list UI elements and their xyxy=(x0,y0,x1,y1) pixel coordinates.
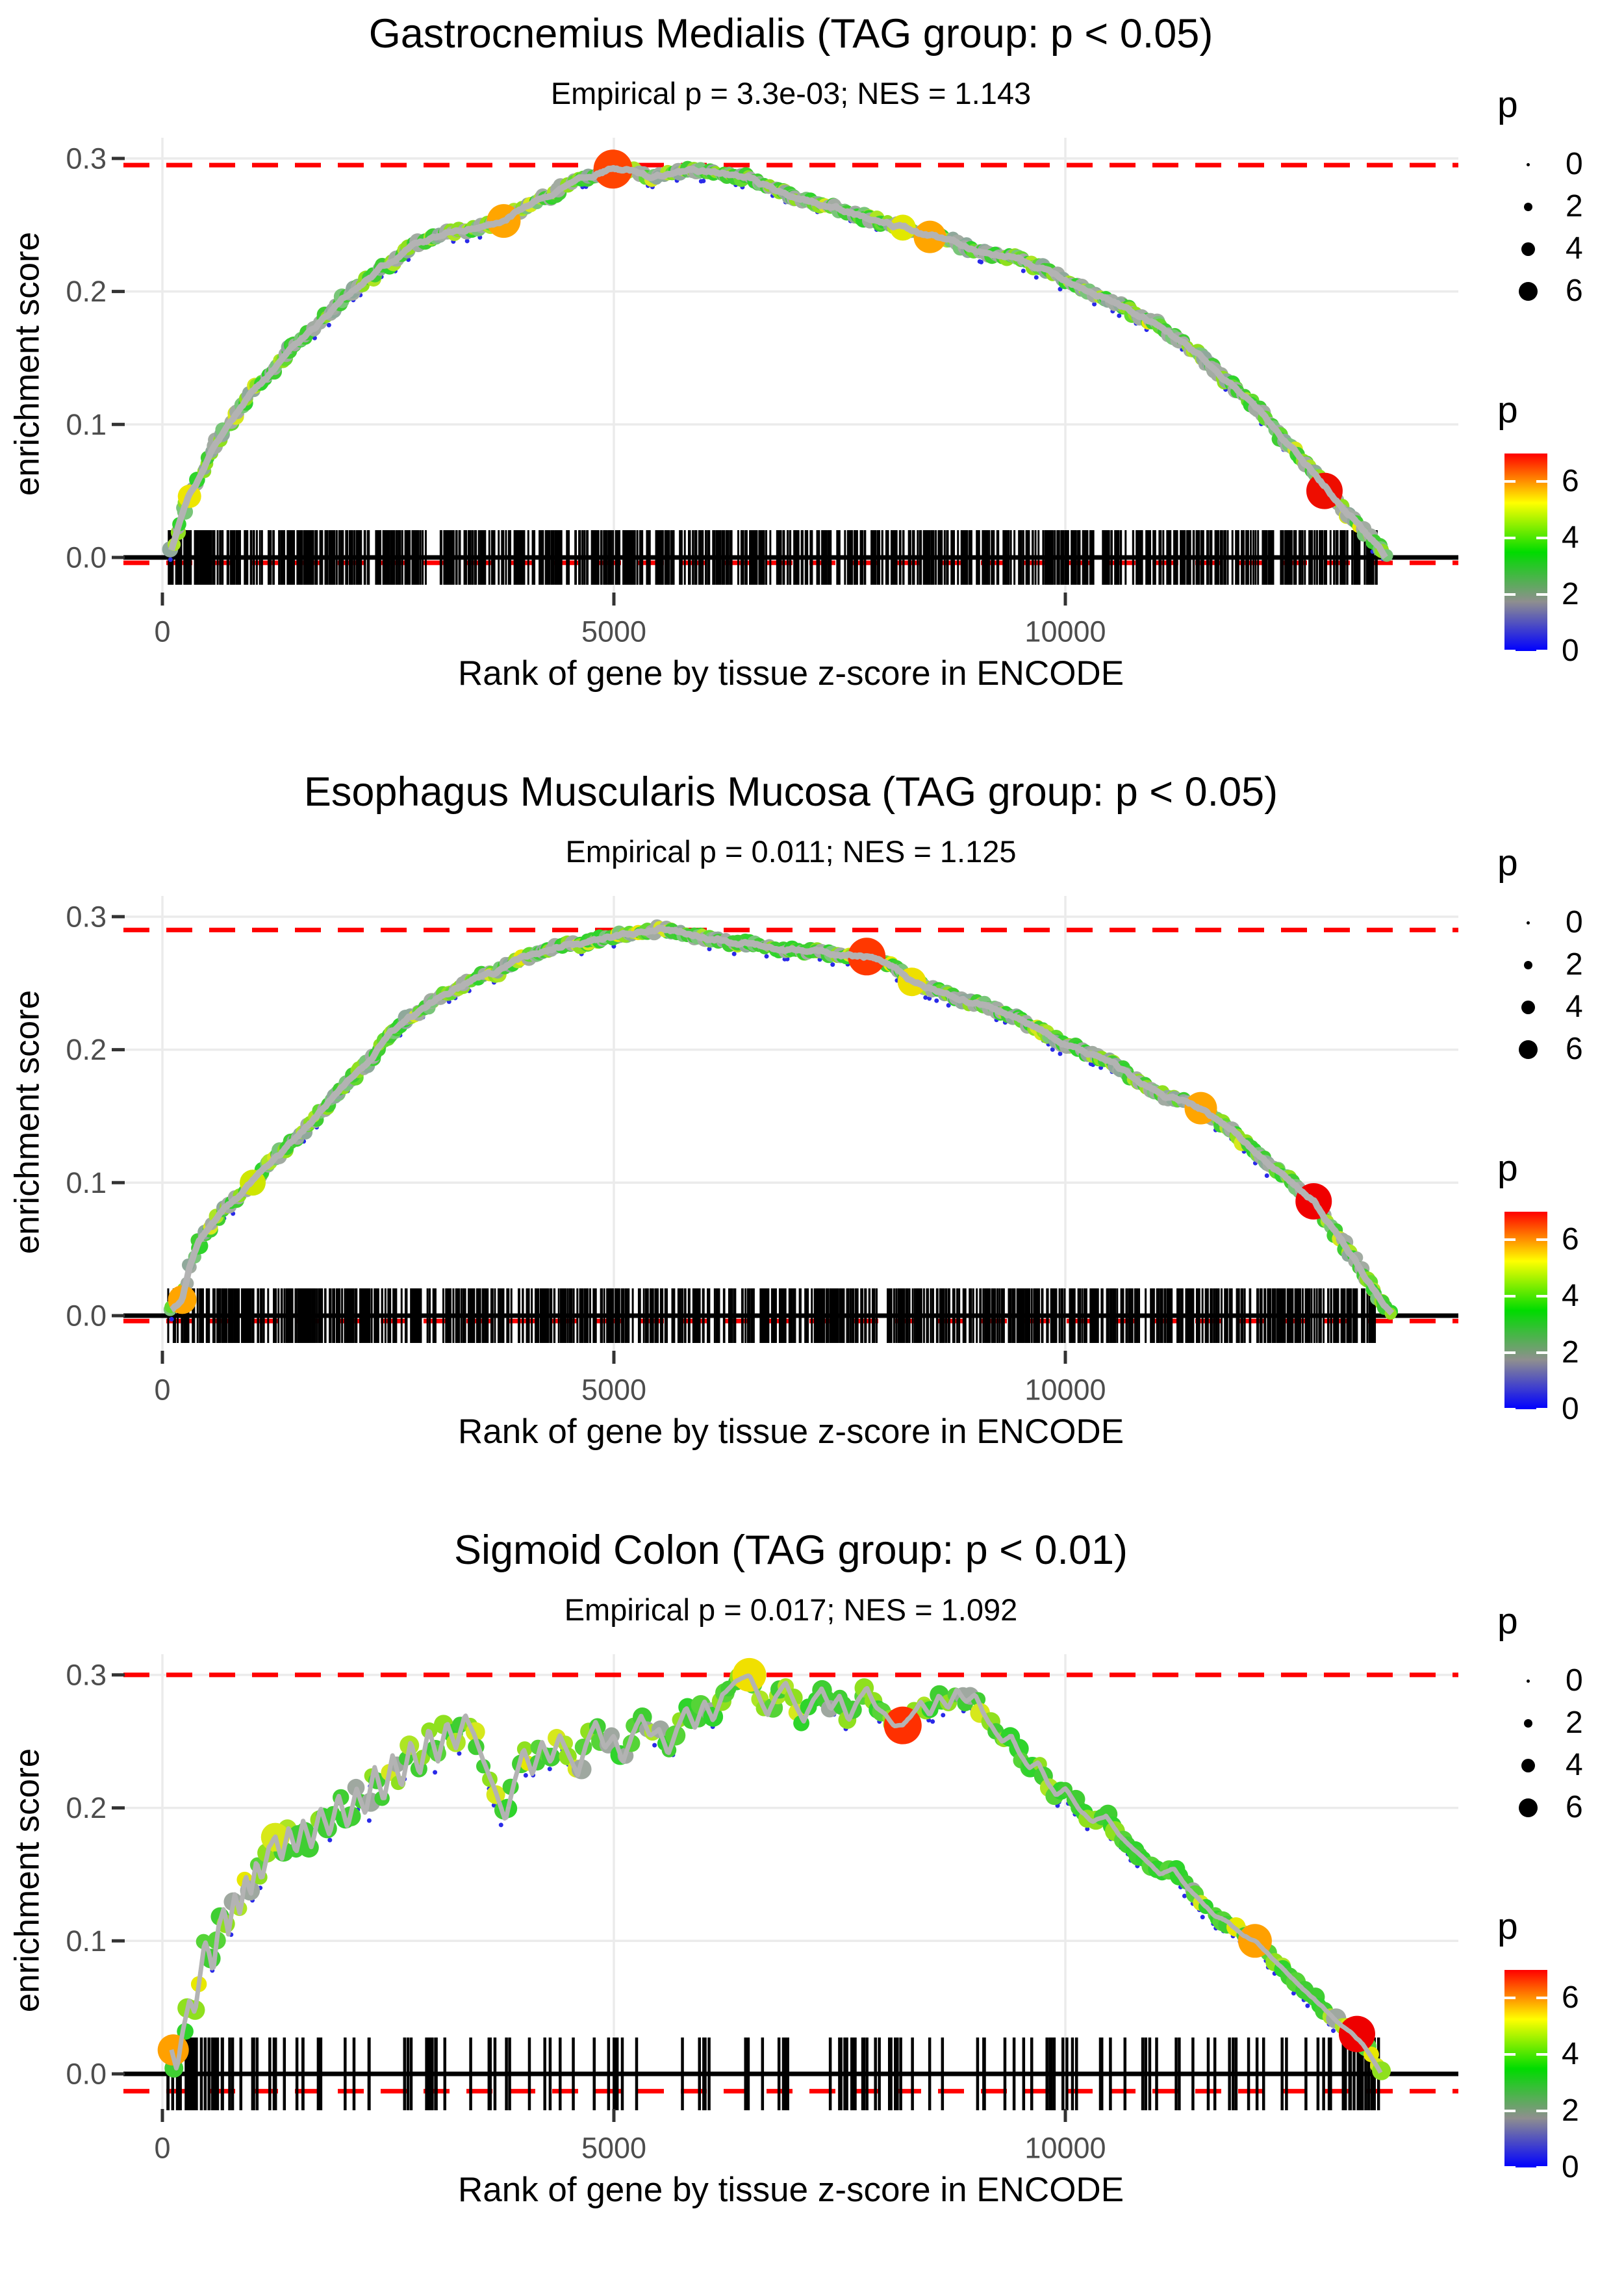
x-tick-label: 0 xyxy=(154,615,170,648)
significance-dashed-lines xyxy=(123,1672,1458,2094)
y-tick-label: 0.1 xyxy=(66,408,107,441)
chart-panel: 0.0 0.1 0.2 0.3 0 5000 10000 xyxy=(66,1654,1458,2165)
x-tick-label: 5000 xyxy=(581,615,646,648)
plot-subtitle: Empirical p = 0.017; NES = 1.092 xyxy=(564,1592,1018,1627)
significance-dashed-lines xyxy=(123,927,1458,1323)
low-p-blue-points xyxy=(169,944,1359,1322)
chart-panel: 0.0 0.1 0.2 0.3 0 5000 10000 xyxy=(66,138,1458,648)
y-axis-title: enrichment score xyxy=(8,990,47,1255)
plot-esophagus-muscularis-mucosa: 0.0 0.1 0.2 0.3 0 5000 10000 Esophagus Muscula… xyxy=(0,758,1624,1516)
enrichment-curve xyxy=(169,1673,1383,2074)
y-tick-label: 0.1 xyxy=(66,1924,107,1958)
y-axis-title: enrichment score xyxy=(8,231,47,496)
enrichment-curve xyxy=(168,165,1388,559)
gridlines xyxy=(123,896,1458,1351)
y-tick-label: 0.3 xyxy=(66,142,107,175)
plot-gastrocnemius-medialis: 0.0 0.1 0.2 0.3 0 5000 10000 Gastrocnemius Med… xyxy=(0,0,1624,758)
y-tick-label: 0.2 xyxy=(66,275,107,308)
axes: 0.0 0.1 0.2 0.3 0 5000 10000 xyxy=(66,142,1106,648)
plot-subtitle: Empirical p = 0.011; NES = 1.125 xyxy=(565,834,1017,869)
x-axis-title: Rank of gene by tissue z-score in ENCODE xyxy=(457,1412,1124,1451)
plot-sigmoid-colon: 0.0 0.1 0.2 0.3 0 5000 10000 Sigmoid Colon (TA… xyxy=(0,1516,1624,2274)
y-tick-label: 0.0 xyxy=(66,1299,107,1333)
x-tick-label: 5000 xyxy=(581,1373,646,1407)
x-tick-label: 10000 xyxy=(1024,615,1106,648)
gene-rug xyxy=(167,1288,1377,1343)
plot-subtitle: Empirical p = 3.3e-03; NES = 1.143 xyxy=(550,76,1032,110)
chart-panel: 0.0 0.1 0.2 0.3 0 5000 10000 xyxy=(66,896,1458,1407)
highlight-gene-dots xyxy=(157,1657,1375,2066)
gene-rug xyxy=(166,2038,1380,2110)
plot-title: Esophagus Muscularis Mucosa (TAG group: … xyxy=(303,769,1278,815)
y-tick-label: 0.0 xyxy=(66,541,107,574)
gene-rug xyxy=(168,530,1378,585)
y-tick-label: 0.3 xyxy=(66,1658,107,1691)
plot-title: Sigmoid Colon (TAG group: p < 0.01) xyxy=(453,1527,1128,1573)
significance-dashed-lines xyxy=(123,162,1458,565)
x-axis-title: Rank of gene by tissue z-score in ENCODE xyxy=(457,654,1124,693)
highlight-gene-dot xyxy=(1338,2015,1375,2052)
gene-dots xyxy=(161,1667,1391,2080)
y-tick-label: 0.0 xyxy=(66,2058,107,2091)
x-tick-label: 0 xyxy=(154,1373,170,1407)
highlight-gene-dots xyxy=(168,938,1332,1314)
x-tick-label: 5000 xyxy=(581,2132,646,2165)
plot-title: Gastrocnemius Medialis (TAG group: p < 0… xyxy=(368,11,1213,57)
y-axis-title: enrichment score xyxy=(8,1748,47,2013)
y-tick-label: 0.2 xyxy=(66,1791,107,1824)
x-tick-label: 10000 xyxy=(1024,1373,1106,1407)
axes: 0.0 0.1 0.2 0.3 0 5000 10000 xyxy=(66,900,1106,1406)
x-axis-title: Rank of gene by tissue z-score in ENCODE xyxy=(457,2171,1124,2209)
y-tick-label: 0.3 xyxy=(66,900,107,933)
enrichment-curve xyxy=(170,925,1395,1316)
y-tick-label: 0.1 xyxy=(66,1166,107,1199)
y-tick-label: 0.2 xyxy=(66,1033,107,1066)
axes: 0.0 0.1 0.2 0.3 0 5000 10000 xyxy=(66,1658,1106,2164)
x-tick-label: 10000 xyxy=(1024,2132,1106,2165)
x-tick-label: 0 xyxy=(154,2132,170,2165)
gridlines xyxy=(123,138,1458,593)
